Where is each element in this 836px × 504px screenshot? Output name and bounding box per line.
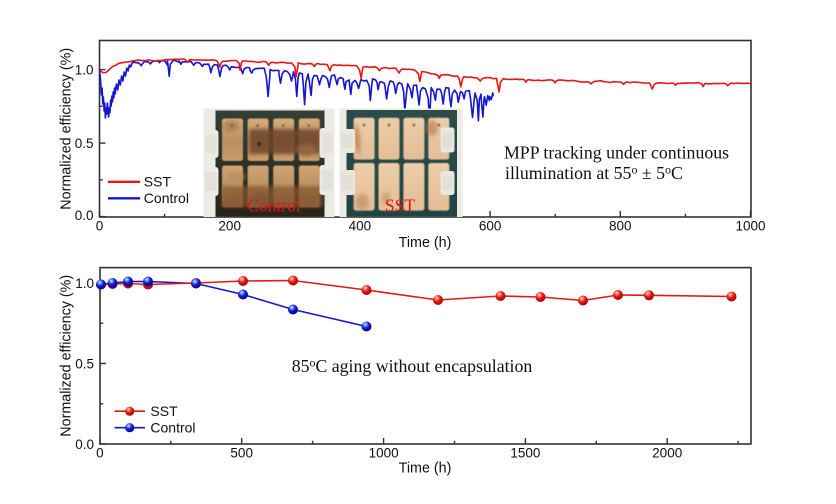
svg-text:400: 400	[349, 218, 372, 233]
svg-text:Control: Control	[144, 190, 189, 206]
svg-text:SST: SST	[144, 174, 172, 190]
svg-text:0.0: 0.0	[75, 437, 94, 452]
svg-text:0.0: 0.0	[75, 208, 94, 223]
svg-text:85oC aging without encapsulati: 85oC aging without encapsulation	[292, 355, 533, 376]
svg-text:Control: Control	[150, 420, 195, 436]
svg-text:1000: 1000	[735, 218, 765, 233]
svg-text:MPP tracking under continuous: MPP tracking under continuous	[504, 142, 729, 162]
svg-text:1000: 1000	[369, 446, 399, 461]
svg-text:Normalized efficiency (%): Normalized efficiency (%)	[59, 48, 75, 210]
svg-text:500: 500	[230, 446, 253, 461]
svg-text:illumination at 55o ± 5oC: illumination at 55o ± 5oC	[505, 162, 683, 183]
svg-text:Normalized efficiency (%): Normalized efficiency (%)	[59, 275, 75, 437]
svg-text:0: 0	[96, 446, 104, 461]
svg-text:0.5: 0.5	[75, 136, 94, 151]
svg-text:200: 200	[218, 218, 241, 233]
svg-text:0: 0	[96, 218, 104, 233]
svg-text:Time (h): Time (h)	[399, 235, 452, 251]
svg-text:SST: SST	[385, 196, 415, 216]
svg-text:Time (h): Time (h)	[399, 461, 452, 477]
svg-text:Control: Control	[247, 196, 301, 216]
svg-text:800: 800	[609, 218, 632, 233]
svg-text:1.0: 1.0	[75, 276, 94, 291]
svg-text:0.5: 0.5	[75, 356, 94, 371]
svg-text:2000: 2000	[652, 446, 682, 461]
svg-text:SST: SST	[150, 403, 178, 419]
svg-text:1500: 1500	[510, 446, 540, 461]
svg-text:1.0: 1.0	[75, 62, 94, 77]
svg-text:600: 600	[479, 218, 502, 233]
